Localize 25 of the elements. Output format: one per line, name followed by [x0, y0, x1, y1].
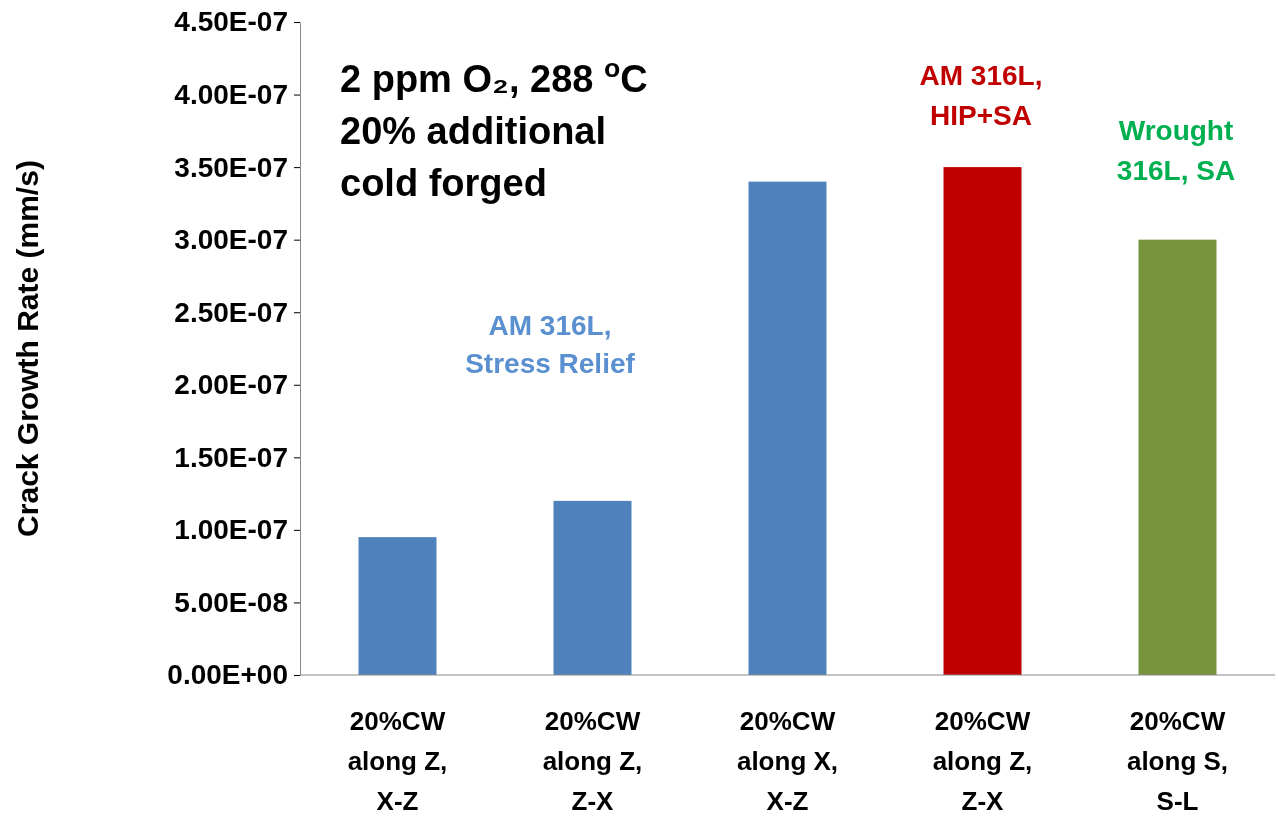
y-tick-label: 1.00E-07 — [174, 514, 288, 546]
bar — [943, 167, 1022, 675]
x-tick-label: 20%CW along X, X-Z — [736, 706, 839, 816]
bar — [358, 537, 437, 675]
y-tick-label: 3.00E-07 — [174, 224, 288, 256]
x-tick-label: 20%CW along S, S-L — [1126, 706, 1229, 816]
bar — [553, 500, 632, 675]
y-tick-label: 2.00E-07 — [174, 369, 288, 401]
y-tick-label: 3.50E-07 — [174, 151, 288, 183]
y-tick-label: 5.00E-08 — [174, 586, 288, 618]
y-tick-label: 2.50E-07 — [174, 296, 288, 328]
annotation: Wrought 316L, SA — [1116, 115, 1236, 186]
y-axis-title: Crack Growth Rate (mm/s) — [11, 160, 44, 537]
y-tick-label: 4.00E-07 — [174, 79, 288, 111]
annotation: AM 316L, HIP+SA — [919, 60, 1043, 131]
bar — [1138, 239, 1217, 675]
x-tick-label: 20%CW along Z, X-Z — [347, 706, 448, 816]
x-tick-label: 20%CW along Z, Z-X — [542, 706, 643, 816]
y-tick-label: 4.50E-07 — [174, 6, 288, 38]
annotation: 2 ppm O₂, 288 $^{o}$C 20% additional cold forged — [340, 53, 648, 204]
x-tick-label: 20%CW along Z, Z-X — [932, 706, 1033, 816]
bar — [748, 181, 827, 675]
annotation: AM 316L, Stress Relief — [465, 310, 636, 379]
y-tick-label: 0.00E+00 — [167, 659, 288, 691]
y-tick-label: 1.50E-07 — [174, 441, 288, 473]
